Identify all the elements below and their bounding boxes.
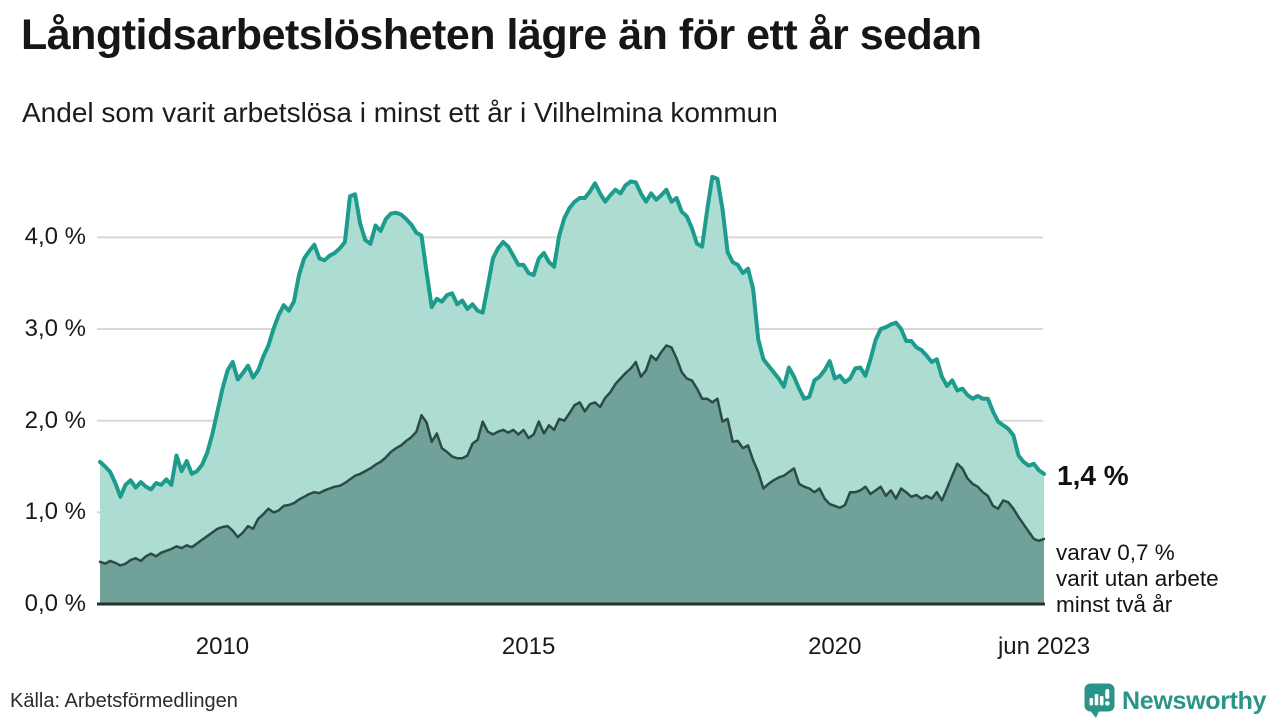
latest-value-label: 1,4 % (1057, 460, 1129, 491)
series-line-0 (98, 174, 1046, 499)
newsworthy-wordmark: Newsworthy (1122, 686, 1267, 715)
y-axis-tick-label: 0,0 % (24, 590, 86, 617)
x-axis-tick-label: 2015 (501, 633, 556, 660)
series-area-0 (100, 176, 1044, 604)
two-year-note: varav 0,7 % varit utan arbete minst två … (1056, 540, 1219, 617)
y-axis-tick-label: 2,0 % (24, 406, 86, 434)
chart-subtitle: Andel som varit arbetslösa i minst ett å… (22, 97, 778, 128)
x-axis-tick-label: 2010 (195, 633, 250, 660)
x-axis-tick-label: 2020 (808, 633, 862, 660)
newsworthy-bubble-chart-icon (1084, 683, 1115, 718)
source-note: Källa: Arbetsförmedlingen (10, 690, 238, 712)
series-line-1 (98, 344, 1046, 567)
y-axis-tick-label: 1,0 % (24, 498, 86, 526)
newsworthy-logo: Newsworthy (1084, 683, 1267, 719)
x-axis-tick-label: jun 2023 (997, 633, 1091, 660)
series-area-1 (100, 345, 1044, 604)
y-axis-tick-label: 3,0 % (24, 315, 86, 343)
page-title: Långtidsarbetslösheten lägre än för ett … (21, 11, 982, 59)
y-axis-tick-label: 4,0 % (24, 223, 86, 251)
